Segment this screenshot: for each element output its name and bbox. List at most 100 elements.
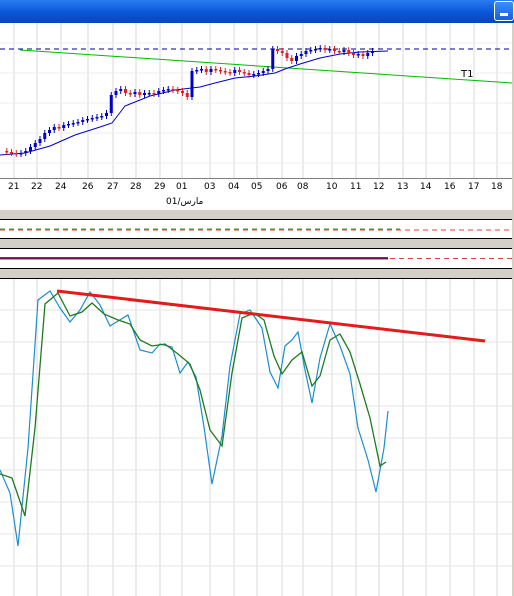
candle-body	[143, 93, 146, 95]
t1-trendline	[19, 49, 512, 84]
date-tick-label: 27	[107, 182, 118, 192]
candle-body	[19, 153, 23, 155]
candle-body	[214, 69, 218, 71]
candle-body	[14, 153, 18, 155]
candle-body	[361, 54, 365, 56]
candle-body	[271, 49, 275, 69]
candle-body	[299, 54, 303, 56]
date-tick-label: 14	[420, 182, 432, 192]
indicator-panel-1[interactable]	[0, 219, 512, 239]
candle-body	[185, 93, 189, 97]
candle-body	[119, 89, 123, 91]
candle-body	[309, 50, 313, 52]
candle-body	[157, 91, 161, 94]
date-tick-label: 24	[55, 182, 67, 192]
moving-average-line	[0, 50, 389, 156]
candle-body	[86, 119, 89, 121]
candle-body	[67, 124, 70, 126]
date-axis: 21 22 24 26 27 28 29 01 03 04 05 06 08 10 11 12 13 14 16 17…	[0, 178, 512, 210]
candle-body	[342, 50, 346, 52]
date-tick-label: 05	[251, 182, 262, 192]
candle-body	[209, 69, 213, 72]
candle-body	[62, 125, 66, 128]
candle-body	[323, 48, 327, 50]
candle-body	[71, 123, 75, 125]
price-chart[interactable]: T1	[0, 23, 512, 208]
date-tick-label: 12	[373, 182, 384, 192]
stochastic-slow-line	[0, 291, 387, 517]
candle-body	[204, 69, 208, 72]
candle-body	[261, 71, 265, 73]
minimize-icon[interactable]	[494, 1, 514, 21]
candle-body	[295, 56, 298, 61]
candle-body	[176, 90, 180, 92]
candle-body	[76, 122, 80, 124]
candle-body	[366, 53, 370, 56]
stochastic-panel[interactable]	[0, 278, 512, 596]
candle-body	[252, 74, 256, 76]
date-tick-label: 06	[276, 182, 288, 192]
candle-body	[90, 118, 94, 120]
candle-body	[304, 51, 308, 54]
candle-body	[57, 127, 61, 129]
candle-body	[100, 116, 104, 118]
candle-body	[166, 89, 170, 91]
candle-body	[181, 91, 184, 93]
candle-body	[114, 91, 118, 95]
date-tick-label: 13	[397, 182, 408, 192]
candle-body	[333, 49, 336, 51]
date-tick-label: 04	[228, 182, 240, 192]
candle-body	[223, 71, 227, 73]
date-tick-label: 26	[82, 182, 94, 192]
date-tick-label: 29	[154, 182, 166, 192]
candle-body	[81, 120, 85, 122]
date-tick-label: 28	[130, 182, 142, 192]
indicator-panel-2[interactable]	[0, 248, 512, 269]
date-tick-label: 03	[204, 182, 215, 192]
candle-body	[290, 58, 294, 61]
candle-body	[38, 139, 42, 143]
date-tick-label: 01	[176, 182, 187, 192]
candle-body	[124, 89, 127, 93]
date-tick-label: 16	[444, 182, 456, 192]
candle-body	[128, 93, 132, 95]
candle-body	[328, 49, 332, 51]
candle-body	[352, 53, 355, 55]
candle-body	[280, 51, 284, 53]
candle-body	[133, 92, 137, 94]
candle-body	[162, 90, 165, 92]
candle-body	[152, 93, 156, 95]
candle-body	[219, 70, 222, 72]
candle-body	[337, 51, 341, 53]
stochastic-trendline	[56, 289, 486, 343]
candle-body	[24, 151, 28, 153]
candle-body	[285, 53, 289, 58]
candle-body	[200, 69, 203, 71]
candle-body	[52, 127, 56, 130]
candle-body	[5, 151, 9, 153]
candle-body	[43, 133, 47, 139]
candle-body	[10, 152, 13, 154]
candle-body	[257, 73, 260, 75]
candle-body	[238, 70, 241, 72]
candle-body	[318, 48, 322, 50]
candle-body	[29, 147, 32, 151]
trendline-label: T1	[460, 69, 473, 80]
candle-body	[242, 72, 246, 74]
candle-body	[371, 51, 374, 53]
date-tick-label: 18	[491, 182, 503, 192]
candle-body	[347, 50, 351, 53]
candle-body	[247, 73, 251, 75]
candle-body	[171, 89, 175, 91]
window-titlebar	[0, 0, 514, 23]
candle-body	[190, 71, 194, 97]
candle-body	[105, 113, 108, 116]
candle-body	[276, 49, 279, 51]
candle-body	[95, 117, 99, 119]
stochastic-fast-line	[0, 290, 389, 547]
date-tick-label: 17	[468, 182, 479, 192]
candle-body	[233, 70, 237, 73]
price-chart-panel: T1	[0, 23, 512, 208]
date-tick-label: 22	[31, 182, 42, 192]
candle-body	[314, 49, 317, 51]
